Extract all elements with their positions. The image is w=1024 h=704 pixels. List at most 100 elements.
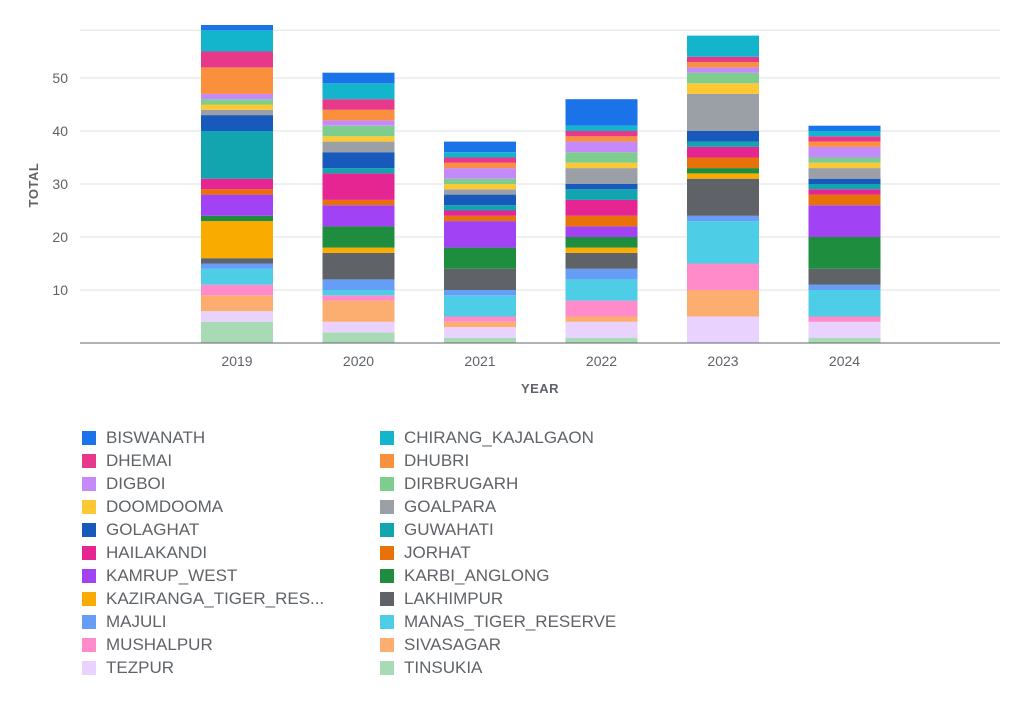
legend-label: DHEMAI [106, 450, 173, 470]
legend-item: JORHAT [380, 541, 471, 564]
bar-segment [322, 168, 395, 174]
bar-segment [201, 30, 273, 52]
legend-item: TEZPUR [82, 656, 174, 679]
bar-segment [808, 194, 881, 206]
legend-label: GOALPARA [404, 496, 497, 516]
bar-segment [322, 109, 395, 121]
legend-label: KAZIRANGA_TIGER_RES... [106, 588, 325, 608]
bar-segment [565, 337, 638, 343]
bar-segment [687, 290, 759, 317]
bar-segment [565, 189, 638, 200]
bar-segment [322, 99, 395, 110]
bar-segment [444, 327, 516, 338]
legend-label: TINSUKIA [404, 657, 483, 677]
bar-segment [444, 205, 516, 211]
bar-segment [444, 321, 516, 328]
bar-segment [201, 189, 273, 195]
legend-item: BISWANATH [82, 426, 205, 449]
legend-item: KAZIRANGA_TIGER_RES... [82, 587, 324, 610]
bar-segment [201, 295, 273, 312]
legend-swatch [82, 430, 96, 445]
bar-segment [322, 141, 395, 153]
legend-label: DIGBOI [106, 473, 166, 493]
legend-label: HAILAKANDI [106, 542, 208, 562]
bar-segment [201, 178, 273, 190]
y-tick-label: 40 [52, 123, 68, 139]
bar-segment [687, 62, 759, 68]
legend-swatch [82, 499, 96, 514]
legend-item: GOLAGHAT [82, 518, 199, 541]
legend-swatch [380, 637, 394, 652]
bar-segment [444, 247, 516, 269]
bar-segment [322, 136, 395, 142]
bar-segment [322, 83, 395, 100]
bar-segment [687, 157, 759, 169]
bar-segment [201, 221, 273, 259]
legend-label: BISWANATH [106, 427, 206, 447]
bar-segment [808, 237, 881, 269]
legend-item: GOALPARA [380, 495, 496, 518]
legend-label: LAKHIMPUR [404, 588, 504, 608]
bar-segment [687, 35, 759, 57]
bar-segment [687, 221, 759, 264]
bar-segment [565, 125, 638, 131]
legend-item: MANAS_TIGER_RESERVE [380, 610, 616, 633]
bar-segment [808, 157, 881, 163]
bar-segment [687, 67, 759, 73]
legend-swatch [380, 430, 394, 445]
bar-segment [687, 316, 759, 343]
bar-segment [808, 321, 881, 338]
legend-item: GUWAHATI [380, 518, 494, 541]
bar-segment [808, 290, 881, 317]
axes: 10 20 30 40 50 2019 2020 2021 2022 2023 2024 [52, 70, 1000, 369]
legend-swatch [380, 614, 394, 629]
bar-segment [201, 25, 273, 31]
legend-swatch [82, 545, 96, 560]
bar-segment [565, 316, 638, 322]
legend-swatch [82, 568, 96, 583]
legend-label: CHIRANG_KAJALGAON [404, 427, 594, 447]
x-tick-label: 2023 [707, 353, 738, 369]
bar-segment [808, 189, 881, 195]
bar-segment [201, 268, 273, 285]
bar-segment [322, 72, 395, 84]
bar-segment [808, 284, 881, 290]
bars [201, 25, 881, 343]
x-tick-label: 2019 [221, 353, 252, 369]
legend-swatch [82, 522, 96, 537]
bar-segment [687, 146, 759, 158]
bar-segment [565, 279, 638, 301]
legend-item: DHEMAI [82, 449, 172, 472]
bar-segment [565, 99, 638, 126]
bar-segment [687, 56, 759, 63]
bar-segment [201, 311, 273, 322]
bar-segment [322, 332, 395, 343]
legend-item: KARBI_ANGLONG [380, 564, 550, 587]
bar-segment [444, 168, 516, 179]
bar-segment [201, 104, 273, 110]
bar-segment [687, 173, 759, 179]
legend-swatch [82, 614, 96, 629]
legend-swatch [82, 637, 96, 652]
bar-segment [565, 300, 638, 317]
y-tick-label: 30 [52, 176, 68, 192]
legend-item: DOOMDOOMA [82, 495, 223, 518]
legend-item: LAKHIMPUR [380, 587, 503, 610]
bar-segment [201, 109, 273, 116]
x-tick-label: 2022 [586, 353, 617, 369]
bar-segment [808, 268, 881, 285]
bar-segment [687, 131, 759, 142]
bar-segment [444, 162, 516, 169]
bar-segment [565, 247, 638, 253]
bar-segment [808, 205, 881, 237]
bar-segment [201, 99, 273, 105]
bar-segment [565, 184, 638, 190]
bar-segment [444, 295, 516, 317]
bar-segment [687, 93, 759, 131]
legend-item: TINSUKIA [380, 656, 482, 679]
bar-segment [687, 141, 759, 147]
bar-segment [808, 125, 881, 131]
bar-segment [201, 258, 273, 264]
bar-segment [201, 131, 273, 179]
bar-segment [201, 215, 273, 222]
